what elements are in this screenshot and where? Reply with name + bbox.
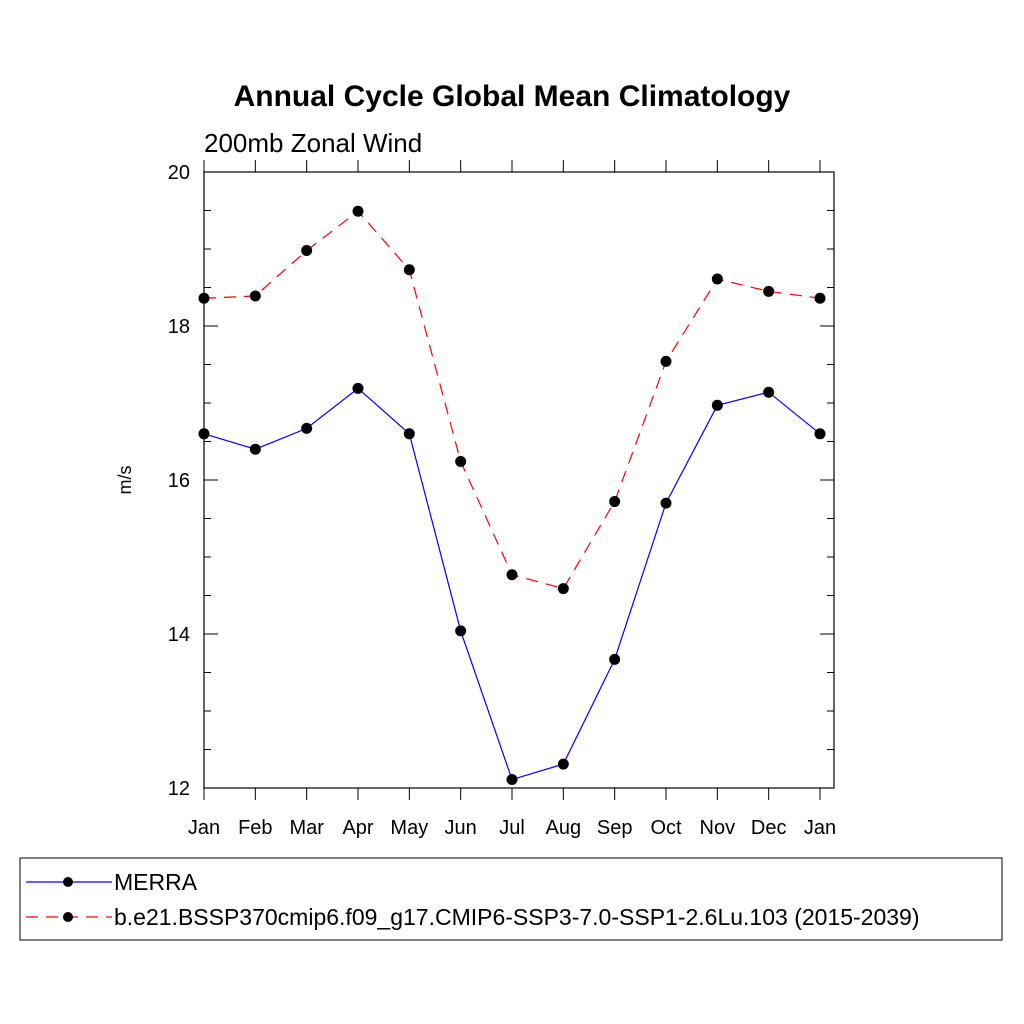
series-2-point <box>609 496 621 508</box>
legend: MERRA b.e21.BSSP370cmip6.f09_g17.CMIP6-SS… <box>19 857 1003 941</box>
series-2-point <box>249 290 261 302</box>
x-tick-label: Jan <box>804 817 836 839</box>
x-tick-label: Nov <box>700 817 736 839</box>
x-tick-label: Aug <box>546 817 582 839</box>
legend-label-1: MERRA <box>114 869 198 895</box>
series-2-point <box>814 292 826 304</box>
series-2-point <box>198 292 210 304</box>
series-2-point <box>301 245 313 257</box>
series-2-point <box>352 205 364 217</box>
x-tick-label: Jun <box>445 817 477 839</box>
series-1-point <box>198 428 210 440</box>
series-1-point <box>249 443 261 455</box>
series-2-point <box>557 583 569 595</box>
x-tick-label: Oct <box>650 817 682 839</box>
x-tick-label: Sep <box>597 817 633 839</box>
series-1-point <box>557 758 569 770</box>
y-tick-label: 14 <box>168 624 190 646</box>
x-tick-label: Mar <box>289 817 324 839</box>
chart-subtitle: 200mb Zonal Wind <box>204 128 422 158</box>
series-1-point <box>506 774 518 786</box>
x-tick-label: May <box>390 817 428 839</box>
series-1-point <box>609 653 621 665</box>
series-1-point <box>301 422 313 434</box>
series-2-point <box>660 355 672 367</box>
series-1-point <box>660 497 672 509</box>
series-2-point <box>763 285 775 297</box>
series-1-point <box>711 399 723 411</box>
series-line-2 <box>203 210 821 590</box>
y-tick-label: 20 <box>168 162 190 184</box>
series-1-point <box>763 386 775 398</box>
y-tick-label: 18 <box>168 316 190 338</box>
x-tick-label: Feb <box>238 817 272 839</box>
y-tick-label: 12 <box>168 778 190 800</box>
legend-label-2: b.e21.BSSP370cmip6.f09_g17.CMIP6-SSP3-7.… <box>114 904 920 930</box>
series-line-1 <box>203 387 821 781</box>
x-tick-label: Apr <box>342 817 373 839</box>
series-2-point <box>711 273 723 285</box>
x-tick-label: Jul <box>499 817 525 839</box>
y-tick-label: 16 <box>168 470 190 492</box>
series-2-point <box>455 456 467 468</box>
x-tick-label: Dec <box>751 817 787 839</box>
x-tick-label: Jan <box>188 817 220 839</box>
series-1-point <box>403 428 415 440</box>
legend-box <box>19 857 1003 941</box>
legend-marker-1 <box>63 877 73 887</box>
plot-area: 12 14 16 18 20 Jan Feb Mar Apr May Jun Jul Aug Sep Oct… <box>168 160 836 839</box>
plot-frame <box>203 171 835 789</box>
series-2-point <box>403 264 415 276</box>
series-2-point <box>506 569 518 581</box>
series-1-point <box>455 625 467 637</box>
y-axis-label: m/s <box>115 466 135 495</box>
series-1-point <box>352 382 364 394</box>
chart-title: Annual Cycle Global Mean Climatology <box>234 80 791 113</box>
series-1-point <box>814 428 826 440</box>
legend-marker-2 <box>63 912 73 922</box>
